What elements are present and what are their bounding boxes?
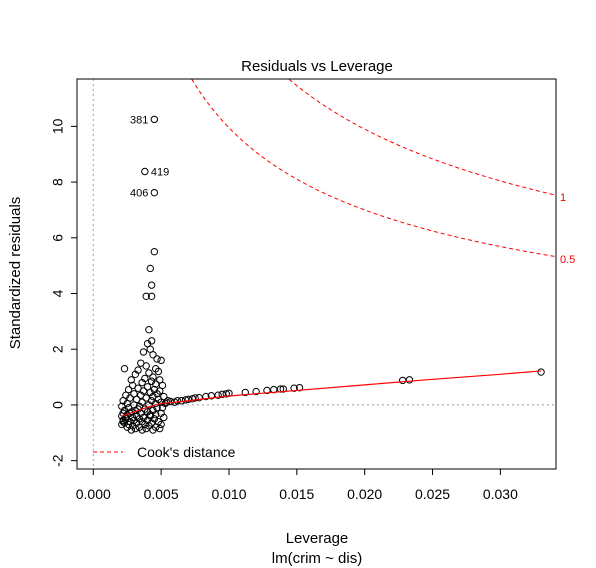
- data-point: [127, 426, 135, 434]
- data-point: [150, 248, 159, 256]
- data-point: [131, 424, 140, 433]
- data-point: [147, 292, 156, 300]
- data-point: [202, 392, 210, 401]
- data-point: [173, 397, 182, 405]
- model-sublabel: lm(crim ~ dis): [272, 550, 362, 567]
- y-tick-label: 6: [50, 234, 66, 242]
- data-point: [218, 390, 226, 399]
- legend-label: Cook's distance: [137, 444, 236, 460]
- data-point: [154, 367, 163, 376]
- x-tick-label: 0.030: [483, 486, 518, 502]
- y-tick-label: 4: [50, 289, 66, 297]
- x-axis-label: Leverage: [286, 530, 349, 547]
- y-tick-label: 0: [50, 401, 66, 409]
- x-tick-label: 0.015: [279, 486, 314, 502]
- y-tick-label: -2: [50, 454, 66, 467]
- labeled-data-point-381: [150, 115, 159, 124]
- x-tick-label: 0.020: [347, 486, 382, 502]
- data-point: [241, 388, 249, 397]
- data-point: [142, 292, 150, 300]
- data-point: [149, 351, 157, 359]
- y-tick-label: 8: [50, 178, 66, 186]
- data-point: [145, 369, 153, 377]
- axes: 0.000 0.005 0.010 0.015 0.020 0.025 0.030 -2 0 2 4…: [50, 78, 557, 502]
- data-point: [142, 424, 150, 433]
- y-tick-label: 10: [50, 118, 66, 134]
- data-point: [191, 394, 199, 402]
- contour-label-1: 1: [560, 192, 566, 204]
- smoother-line: [121, 370, 542, 417]
- data-point: [184, 395, 192, 404]
- data-point: [252, 387, 260, 396]
- data-point: [142, 362, 150, 370]
- data-point: [405, 376, 414, 384]
- data-point: [295, 383, 304, 392]
- data-point: [214, 391, 222, 399]
- x-tick-label: 0.005: [144, 486, 179, 502]
- data-point: [157, 398, 165, 406]
- data-point: [139, 348, 148, 356]
- data-point: [146, 410, 154, 419]
- point-label-419: 419: [151, 166, 169, 178]
- data-point: [181, 396, 190, 404]
- data-point: [195, 393, 203, 402]
- data-point: [160, 413, 168, 422]
- data-point: [138, 378, 146, 387]
- x-tick-label: 0.025: [415, 486, 450, 502]
- data-point: [290, 384, 298, 392]
- data-point: [152, 380, 160, 388]
- data-point: [131, 370, 140, 378]
- data-point: [537, 368, 545, 376]
- data-point: [149, 373, 157, 381]
- data-point: [156, 424, 164, 433]
- data-point: [145, 401, 153, 409]
- plot-frame: [76, 78, 557, 470]
- data-point: [145, 326, 153, 334]
- labeled-data-point-406: [150, 188, 159, 197]
- labeled-data-point-419: [141, 167, 149, 176]
- data-point: [146, 264, 154, 273]
- data-point: [147, 281, 156, 289]
- data-point: [279, 385, 287, 393]
- data-point: [158, 404, 167, 412]
- data-point: [120, 365, 129, 373]
- point-label-406: 406: [130, 188, 148, 200]
- data-point: [138, 426, 146, 434]
- data-point: [153, 355, 161, 363]
- point-label-381: 381: [130, 114, 148, 126]
- y-tick-label: 2: [50, 345, 66, 353]
- data-point: [152, 410, 160, 419]
- x-tick-label: 0.010: [211, 486, 246, 502]
- data-point: [126, 409, 134, 417]
- chart-title: Residuals vs Leverage: [241, 58, 393, 75]
- plot-area: [77, 79, 556, 469]
- contour-label-0-5: 0.5: [560, 254, 575, 266]
- x-tick-label: 0.000: [76, 486, 111, 502]
- data-point: [127, 376, 135, 384]
- data-point: [157, 356, 165, 365]
- y-axis-label: Standardized residuals: [7, 197, 24, 350]
- data-point: [149, 426, 157, 434]
- data-point: [222, 390, 230, 398]
